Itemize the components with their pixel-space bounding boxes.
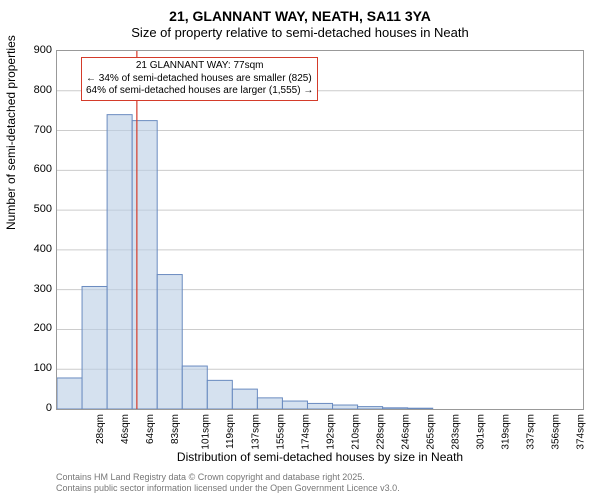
histogram-bar [408,408,433,409]
callout-box: 21 GLANNANT WAY: 77sqm ← 34% of semi-det… [81,57,318,101]
x-tick: 228sqm [376,414,387,450]
y-tick: 800 [12,84,52,96]
x-tick: 28sqm [95,414,106,444]
y-tick: 200 [12,322,52,334]
x-tick: 101sqm [200,414,211,450]
x-tick: 155sqm [275,414,286,450]
x-tick: 374sqm [576,414,587,450]
histogram-bar [157,275,182,409]
x-tick: 137sqm [250,414,261,450]
callout-line3: 64% of semi-detached houses are larger (… [86,85,313,98]
x-tick: 174sqm [300,414,311,450]
x-tick: 301sqm [476,414,487,450]
x-tick: 119sqm [225,414,236,449]
footer: Contains HM Land Registry data © Crown c… [56,472,400,494]
histogram-bar [383,408,408,409]
chart-title-line1: 21, GLANNANT WAY, NEATH, SA11 3YA [0,0,600,25]
histogram-bar [57,378,82,409]
x-tick: 246sqm [401,414,412,450]
histogram-bar [82,286,107,409]
footer-line1: Contains HM Land Registry data © Crown c… [56,472,400,483]
x-tick: 210sqm [351,414,362,450]
histogram-bar [333,405,358,409]
footer-line2: Contains public sector information licen… [56,483,400,494]
x-tick: 265sqm [426,414,437,450]
x-axis-label: Distribution of semi-detached houses by … [56,450,584,464]
histogram-bar [132,121,157,409]
histogram-bar [307,403,332,409]
y-tick: 500 [12,203,52,215]
x-tick: 283sqm [451,414,462,450]
histogram-bar [232,389,257,409]
callout-line1: 21 GLANNANT WAY: 77sqm [86,60,313,73]
y-tick: 100 [12,362,52,374]
x-tick: 337sqm [526,414,537,450]
histogram-bar [107,115,132,409]
x-tick: 83sqm [170,414,181,444]
plot-svg [57,51,583,409]
histogram-bar [182,366,207,409]
y-tick: 0 [12,402,52,414]
chart-title-line2: Size of property relative to semi-detach… [0,25,600,44]
x-tick: 356sqm [551,414,562,450]
histogram-bar [282,401,307,409]
y-tick: 400 [12,243,52,255]
y-tick: 300 [12,283,52,295]
histogram-bar [257,398,282,409]
callout-line2: ← 34% of semi-detached houses are smalle… [86,73,313,86]
plot-area: 21 GLANNANT WAY: 77sqm ← 34% of semi-det… [56,50,584,410]
x-tick: 46sqm [120,414,131,444]
chart-container: 21, GLANNANT WAY, NEATH, SA11 3YA Size o… [0,0,600,500]
x-tick: 192sqm [326,414,337,450]
histogram-bar [207,380,232,409]
y-tick: 900 [12,44,52,56]
x-tick: 319sqm [501,414,512,450]
y-tick: 700 [12,124,52,136]
x-tick: 64sqm [145,414,156,444]
histogram-bar [358,407,383,409]
y-tick: 600 [12,163,52,175]
